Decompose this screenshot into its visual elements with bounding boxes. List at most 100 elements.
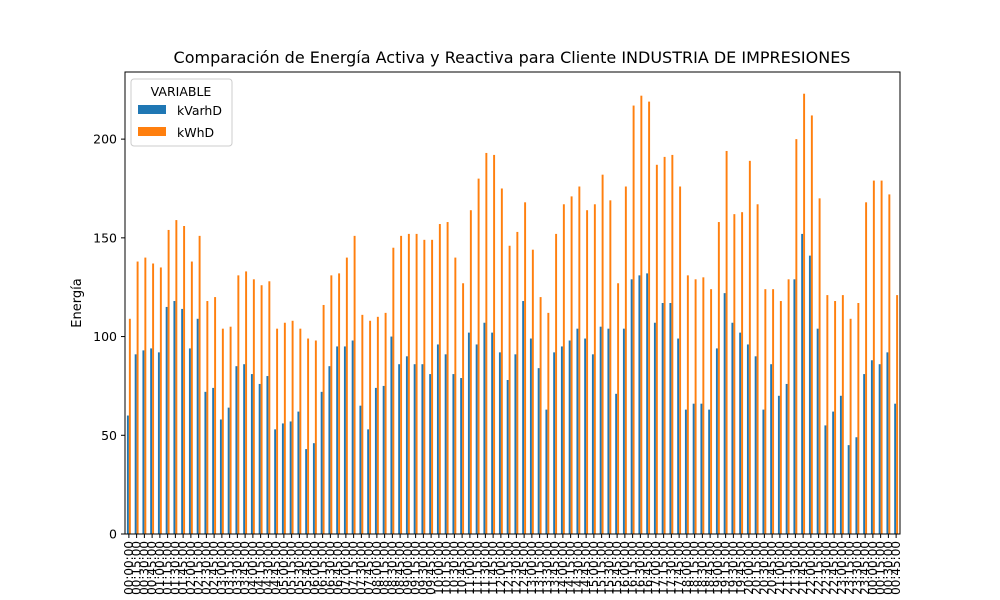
bar-kwhd-46 bbox=[485, 152, 488, 534]
bar-kvarhd-76 bbox=[715, 348, 718, 534]
bar-kwhd-54 bbox=[547, 312, 550, 534]
bar-kwhd-52 bbox=[531, 249, 534, 534]
bar-kvarhd-81 bbox=[754, 356, 757, 534]
bar-kwhd-34 bbox=[392, 247, 395, 534]
bar-kvarhd-61 bbox=[599, 326, 602, 534]
bar-kwhd-17 bbox=[260, 285, 263, 534]
x-tick-label-77: 19:15:00 bbox=[719, 541, 733, 595]
bar-kvarhd-0 bbox=[126, 415, 129, 534]
bar-kvarhd-7 bbox=[181, 308, 184, 534]
bar-kvarhd-30 bbox=[359, 405, 362, 534]
bar-kvarhd-49 bbox=[506, 380, 509, 534]
x-tick-label-11: 02:45:00 bbox=[207, 541, 221, 595]
x-tick-label-6: 01:30:00 bbox=[168, 541, 182, 595]
bar-kwhd-70 bbox=[671, 154, 674, 535]
bar-kwhd-90 bbox=[826, 295, 829, 534]
x-tick-label-39: 09:45:00 bbox=[424, 541, 438, 595]
bar-kwhd-53 bbox=[539, 297, 542, 534]
bar-kvarhd-52 bbox=[529, 338, 532, 534]
legend: VARIABLE kVarhD kWhD bbox=[130, 78, 233, 147]
bar-kwhd-88 bbox=[810, 115, 813, 534]
bar-kvarhd-28 bbox=[343, 346, 346, 534]
axes-frame bbox=[124, 71, 901, 535]
bar-kwhd-28 bbox=[345, 257, 348, 534]
bar-kwhd-93 bbox=[849, 318, 852, 534]
bar-kvarhd-69 bbox=[661, 303, 664, 534]
bar-kwhd-22 bbox=[299, 328, 302, 534]
bar-kvarhd-42 bbox=[452, 374, 455, 534]
bar-kwhd-59 bbox=[586, 210, 589, 534]
bar-kwhd-37 bbox=[415, 233, 418, 534]
x-tick-label-64: 16:00:00 bbox=[618, 541, 632, 595]
bar-kvarhd-72 bbox=[684, 409, 687, 534]
x-tick-label-49: 12:15:00 bbox=[502, 541, 516, 595]
x-tick-label-47: 11:45:00 bbox=[486, 541, 500, 595]
y-tick-label-0: 0 bbox=[109, 527, 117, 542]
bar-kvarhd-62 bbox=[607, 328, 610, 534]
bar-kvarhd-78 bbox=[731, 322, 734, 534]
x-tick-label-81: 20:15:00 bbox=[750, 541, 764, 595]
x-tick-label-69: 17:15:00 bbox=[657, 541, 671, 595]
x-tick-label-14: 03:30:00 bbox=[230, 541, 244, 595]
bar-kvarhd-53 bbox=[537, 368, 540, 534]
bar-kwhd-18 bbox=[268, 281, 271, 534]
bar-kvarhd-1 bbox=[134, 354, 137, 534]
bar-kvarhd-51 bbox=[522, 301, 525, 534]
bar-kwhd-29 bbox=[353, 235, 356, 534]
x-tick-label-25: 06:15:00 bbox=[316, 541, 330, 595]
bar-kwhd-8 bbox=[190, 261, 193, 534]
bar-kwhd-19 bbox=[276, 328, 279, 534]
x-tick-label-4: 01:00:00 bbox=[153, 541, 167, 595]
bar-kwhd-15 bbox=[245, 271, 248, 534]
bar-kwhd-83 bbox=[772, 289, 775, 534]
bar-kvarhd-63 bbox=[615, 393, 618, 534]
bar-kvarhd-59 bbox=[584, 338, 587, 534]
bar-kvarhd-45 bbox=[475, 344, 478, 534]
x-tick-label-78: 19:30:00 bbox=[726, 541, 740, 595]
bar-kvarhd-87 bbox=[801, 233, 804, 534]
x-tick-label-74: 18:30:00 bbox=[695, 541, 709, 595]
bar-kwhd-44 bbox=[469, 210, 472, 534]
x-tick-label-43: 10:45:00 bbox=[455, 541, 469, 595]
bar-kvarhd-68 bbox=[653, 322, 656, 534]
bar-kwhd-45 bbox=[477, 178, 480, 534]
x-tick-label-60: 15:00:00 bbox=[587, 541, 601, 595]
x-tick-label-7: 01:45:00 bbox=[176, 541, 190, 595]
bar-kwhd-55 bbox=[555, 233, 558, 534]
bar-kwhd-87 bbox=[803, 93, 806, 534]
x-tick-label-72: 18:00:00 bbox=[680, 541, 694, 595]
x-tick-label-28: 07:00:00 bbox=[339, 541, 353, 595]
bar-kwhd-84 bbox=[779, 301, 782, 534]
x-tick-label-84: 21:00:00 bbox=[773, 541, 787, 595]
bar-kvarhd-20 bbox=[281, 423, 284, 534]
bar-kwhd-12 bbox=[221, 328, 224, 534]
x-tick-label-73: 18:15:00 bbox=[688, 541, 702, 595]
bar-kvarhd-50 bbox=[514, 354, 517, 534]
bar-kwhd-61 bbox=[601, 174, 604, 535]
bar-kwhd-62 bbox=[609, 200, 612, 534]
bar-kwhd-21 bbox=[291, 320, 294, 534]
bar-kvarhd-35 bbox=[398, 364, 401, 534]
x-tick-label-35: 08:45:00 bbox=[393, 541, 407, 595]
bar-kwhd-73 bbox=[694, 279, 697, 534]
x-tick-label-83: 20:45:00 bbox=[765, 541, 779, 595]
x-tick-label-68: 17:00:00 bbox=[649, 541, 663, 595]
bar-kwhd-81 bbox=[756, 204, 759, 534]
bar-kvarhd-79 bbox=[739, 332, 742, 534]
bar-kvarhd-17 bbox=[258, 383, 261, 534]
bar-kwhd-72 bbox=[686, 275, 689, 534]
x-tick-label-92: 23:00:00 bbox=[835, 541, 849, 595]
bar-kwhd-32 bbox=[376, 316, 379, 534]
bar-kwhd-75 bbox=[710, 289, 713, 534]
x-tick-label-86: 21:30:00 bbox=[788, 541, 802, 595]
x-tick-label-54: 13:30:00 bbox=[540, 541, 554, 595]
bar-kvarhd-4 bbox=[157, 352, 160, 534]
x-tick-label-20: 05:00:00 bbox=[277, 541, 291, 595]
bar-kwhd-50 bbox=[516, 231, 519, 535]
bar-kvarhd-3 bbox=[150, 348, 153, 534]
bar-kwhd-0 bbox=[128, 318, 131, 534]
bar-kvarhd-55 bbox=[553, 352, 556, 534]
bar-kwhd-96 bbox=[872, 180, 875, 534]
bar-kvarhd-95 bbox=[863, 374, 866, 534]
